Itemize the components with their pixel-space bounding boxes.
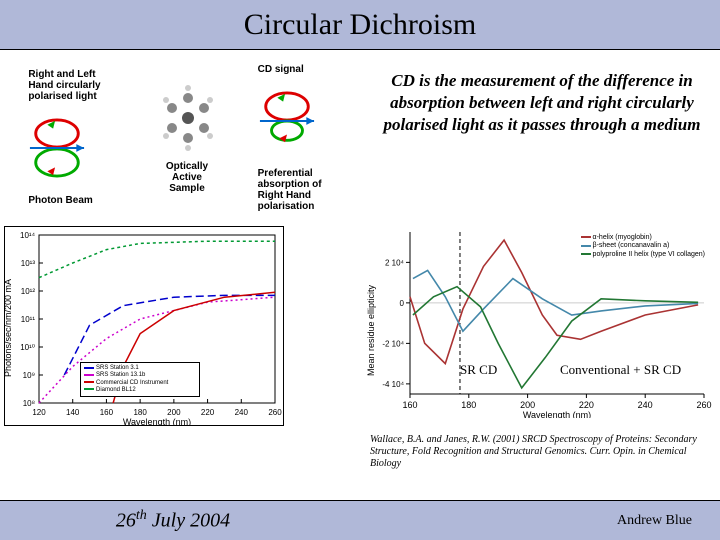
svg-text:160: 160	[100, 408, 114, 417]
svg-text:10¹²: 10¹²	[21, 287, 36, 296]
footer-bar: 26th July 2004 Andrew Blue	[0, 500, 720, 540]
sr-flux-chart: Photons/sec/nm/200 mA 120 140 160 180 200 220…	[4, 226, 284, 426]
page-title: Circular Dichroism	[244, 8, 476, 42]
svg-text:10¹¹: 10¹¹	[21, 315, 36, 324]
lh-rh-light-icon	[28, 108, 86, 188]
svg-text:180: 180	[133, 408, 147, 417]
diagram-label-photon: Photon Beam	[28, 195, 118, 206]
footer-date: 26th July 2004	[0, 508, 346, 533]
diagram-label-rlh: Right and Left Hand circularly polarised…	[28, 69, 118, 102]
annot-conv-sr-cd: Conventional + SR CD	[560, 362, 681, 378]
polarisation-diagram: Right and Left Hand circularly polarised…	[8, 60, 368, 215]
svg-text:-4 10⁴: -4 10⁴	[382, 380, 404, 389]
svg-text:10¹⁰: 10¹⁰	[20, 343, 35, 352]
svg-text:-2 10⁴: -2 10⁴	[382, 339, 404, 348]
svg-text:240: 240	[235, 408, 249, 417]
diagram-label-pref: Preferential absorption of Right Hand po…	[258, 168, 348, 212]
svg-text:240: 240	[638, 400, 653, 410]
svg-text:120: 120	[32, 408, 46, 417]
right-chart-ylabel: Mean residue ellipticity	[366, 285, 376, 376]
diagram-label-cd: CD signal	[258, 64, 348, 75]
svg-text:140: 140	[66, 408, 80, 417]
sample-molecule-icon	[160, 82, 216, 154]
left-chart-legend: SRS Station 3.1SRS Station 13.1bCommerci…	[80, 362, 200, 397]
title-bar: Circular Dichroism	[0, 0, 720, 50]
diagram-label-sample: Optically Active Sample	[157, 161, 217, 194]
date-suffix: th	[136, 508, 147, 523]
cd-spectra-chart: Mean residue ellipticity 160180200220240…	[370, 226, 712, 418]
svg-text:10⁹: 10⁹	[23, 371, 35, 380]
description-text: CD is the measurement of the difference …	[372, 70, 712, 136]
date-rest: July 2004	[147, 510, 230, 532]
svg-text:160: 160	[402, 400, 417, 410]
svg-text:260: 260	[696, 400, 711, 410]
annot-sr-cd: SR CD	[460, 362, 497, 378]
svg-text:220: 220	[201, 408, 215, 417]
content-area: Right and Left Hand circularly polarised…	[0, 50, 720, 490]
svg-text:200: 200	[520, 400, 535, 410]
cd-signal-icon	[258, 81, 316, 161]
svg-text:200: 200	[167, 408, 181, 417]
svg-text:10⁸: 10⁸	[23, 399, 35, 408]
svg-text:10¹³: 10¹³	[21, 259, 36, 268]
svg-text:180: 180	[461, 400, 476, 410]
footer-author: Andrew Blue	[617, 513, 692, 529]
svg-text:0: 0	[400, 299, 405, 308]
svg-text:Wavelength (nm): Wavelength (nm)	[523, 410, 591, 418]
svg-text:10¹⁴: 10¹⁴	[20, 231, 36, 240]
svg-text:220: 220	[579, 400, 594, 410]
right-chart-legend: α-helix (myoglobin)β-sheet (concanavalin…	[578, 232, 708, 261]
svg-text:Wavelength (nm): Wavelength (nm)	[123, 417, 191, 425]
citation-text: Wallace, B.A. and Janes, R.W. (2001) SRC…	[370, 434, 712, 470]
svg-text:2 10⁴: 2 10⁴	[385, 258, 405, 267]
left-chart-ylabel: Photons/sec/nm/200 mA	[3, 279, 13, 377]
svg-text:260: 260	[268, 408, 282, 417]
date-day: 26	[116, 510, 136, 532]
